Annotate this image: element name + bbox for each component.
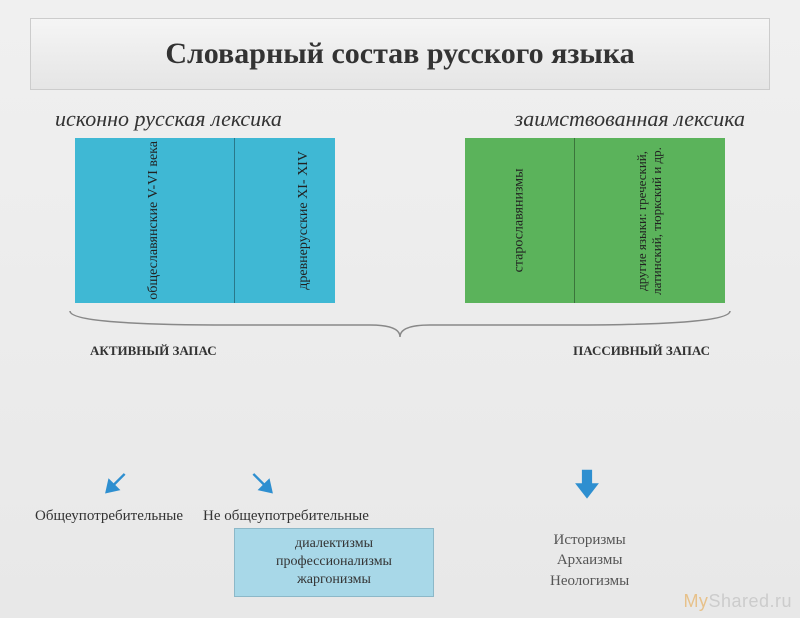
bottom-left-group: Общеупотребительные Не общеупотребительн… — [35, 508, 369, 525]
block-native-lexicon: общеславянские V-VI века древнерусские X… — [75, 138, 335, 303]
watermark: MyShared.ru — [683, 591, 792, 612]
dialect-line: диалектизмы — [239, 535, 429, 553]
block-borrowed-lexicon: старославянизмы другие языки: греческий,… — [465, 138, 725, 303]
histor-line: Архаизмы — [550, 550, 629, 570]
vtext-label: древнерусские XI- XIV — [296, 151, 313, 290]
label-not-common-use: Не общеупотребительные — [203, 508, 369, 525]
dialect-line: жаргонизмы — [239, 571, 429, 589]
vtext-label: другие языки: греческий, латинский, тюрк… — [635, 146, 665, 296]
vtext-label: общеславянские V-VI века — [146, 141, 163, 300]
dialect-line: профессионализмы — [239, 553, 429, 571]
watermark-my: My — [683, 591, 708, 611]
vtext-label: старославянизмы — [511, 169, 528, 273]
blocks-row: общеславянские V-VI века древнерусские X… — [75, 138, 725, 303]
cell-other-languages: другие языки: греческий, латинский, тюрк… — [575, 138, 725, 303]
histor-line: Историзмы — [550, 530, 629, 550]
active-label: АКТИВНЫЙ ЗАПАС — [90, 343, 217, 359]
cell-common-slavic: общеславянские V-VI века — [75, 138, 235, 303]
histor-line: Неологизмы — [550, 571, 629, 591]
subtitles-row: исконно русская лексика заимствованная л… — [55, 106, 745, 132]
subtitle-right: заимствованная лексика — [515, 106, 745, 132]
cell-old-russian: древнерусские XI- XIV — [235, 138, 374, 303]
dialect-box: диалектизмы профессионализмы жаргонизмы — [234, 528, 434, 597]
arrows-left-group — [100, 468, 278, 502]
arrow-down-icon — [570, 468, 604, 507]
watermark-rest: Shared.ru — [708, 591, 792, 611]
subtitle-left: исконно русская лексика — [55, 106, 282, 132]
arrow-down-right-icon — [244, 468, 278, 502]
curly-brace — [60, 307, 740, 341]
arrow-down-left-icon — [100, 468, 134, 502]
bottom-labels-row: Общеупотребительные Не общеупотребительн… — [0, 508, 800, 525]
slide-title: Словарный состав русского языка — [30, 18, 770, 90]
label-common-use: Общеупотребительные — [35, 508, 183, 525]
cell-church-slavonic: старославянизмы — [465, 138, 575, 303]
active-passive-row: АКТИВНЫЙ ЗАПАС ПАССИВНЫЙ ЗАПАС — [90, 343, 710, 359]
passive-label: ПАССИВНЫЙ ЗАПАС — [573, 343, 710, 359]
historisms-box: Историзмы Архаизмы Неологизмы — [550, 530, 629, 591]
